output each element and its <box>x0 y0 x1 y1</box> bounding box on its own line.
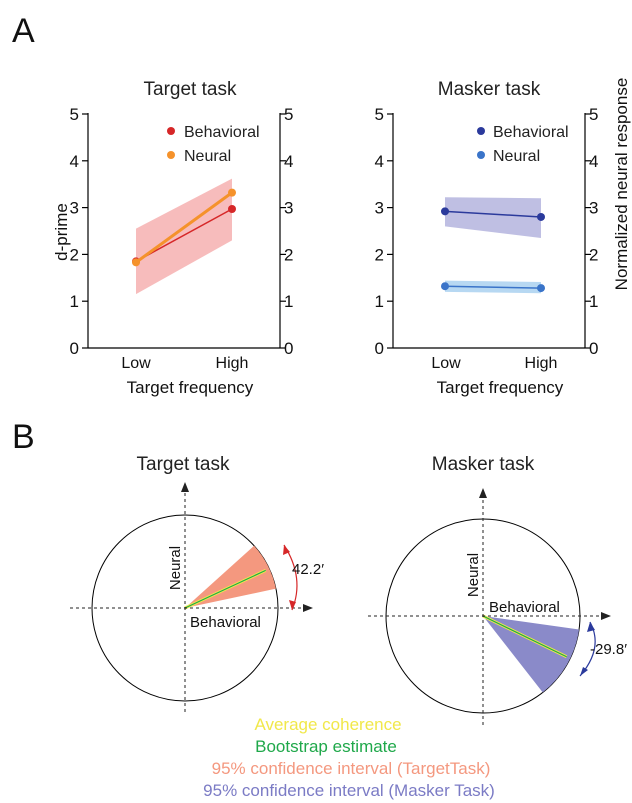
data-point <box>228 188 236 197</box>
legend-ci-target: 95% confidence interval (TargetTask) <box>212 759 491 778</box>
y-tick-label: 0 <box>589 339 598 358</box>
plot-area <box>441 197 545 294</box>
y-tick-label: 1 <box>284 292 293 311</box>
panel-b-legend: Average coherence Bootstrap estimate 95%… <box>203 715 495 800</box>
unit-circle <box>91 514 279 702</box>
data-point <box>537 284 545 293</box>
series-line <box>135 208 233 263</box>
bootstrap-estimate-line <box>482 615 567 658</box>
y-tick-label: 5 <box>284 105 293 124</box>
legend-marker-behavioral <box>477 127 485 135</box>
confidence-band <box>136 178 232 295</box>
y-axis-label-right: Normalized neural response <box>612 78 631 291</box>
x-axis-arrowhead <box>601 612 611 620</box>
y-ticks-left: 0 1 2 3 4 5 <box>375 105 393 358</box>
y-tick-label: 0 <box>375 339 384 358</box>
y-tick-label: 0 <box>284 339 293 358</box>
legend-label: Behavioral <box>184 124 260 141</box>
y-ticks-right: 0 1 2 3 4 5 <box>280 105 293 358</box>
x-tick-label: High <box>525 355 558 372</box>
legend: Behavioral Neural <box>167 124 260 165</box>
polar-title: Masker task <box>432 454 535 475</box>
y-axis-label: d-prime <box>52 203 71 261</box>
x-tick-label: High <box>216 355 249 372</box>
behavioral-axis-label: Behavioral <box>489 599 560 616</box>
arrowhead <box>580 667 588 676</box>
chart-title: Target task <box>144 79 237 100</box>
angle-label: -29.8′ <box>590 641 627 658</box>
panel-label-a: A <box>12 12 35 50</box>
neural-axis-label: Neural <box>167 546 184 590</box>
x-axis-label: Target frequency <box>437 378 564 397</box>
y-tick-label: 3 <box>589 199 598 218</box>
y-tick-label: 2 <box>375 245 384 264</box>
y-tick-label: 2 <box>70 245 79 264</box>
data-point <box>132 258 140 267</box>
y-tick-label: 3 <box>284 199 293 218</box>
data-point <box>441 282 449 291</box>
series-line <box>444 285 542 289</box>
legend: Behavioral Neural <box>477 124 569 165</box>
angle-label: 42.2′ <box>292 561 324 578</box>
y-tick-label: 5 <box>70 105 79 124</box>
y-tick-label: 5 <box>375 105 384 124</box>
polar-target-task: Target task Neural Behavioral 42.2′ <box>70 454 324 712</box>
y-tick-label: 2 <box>589 245 598 264</box>
chart-title: Masker task <box>438 79 541 100</box>
y-axis-arrowhead <box>479 488 487 498</box>
y-tick-label: 5 <box>589 105 598 124</box>
arrowhead <box>289 600 296 610</box>
legend-label: Behavioral <box>493 124 569 141</box>
y-ticks-left: 0 1 2 3 4 5 <box>70 105 88 358</box>
legend-marker-neural <box>477 151 485 159</box>
chart-masker-task: Masker task 0 1 2 3 4 5 0 1 2 3 4 5 Normalized neu… <box>375 78 631 397</box>
y-tick-label: 1 <box>375 292 384 311</box>
legend-label: Neural <box>493 148 540 165</box>
chart-target-task: Target task 0 1 2 3 4 5 0 1 2 3 4 5 d-prime Low Hi… <box>52 79 293 397</box>
y-tick-label: 3 <box>375 199 384 218</box>
x-axis-arrowhead <box>303 604 313 612</box>
y-tick-label: 4 <box>284 152 293 171</box>
confidence-wedge <box>483 616 580 693</box>
y-tick-label: 1 <box>589 292 598 311</box>
arrowhead <box>283 545 290 555</box>
y-tick-label: 2 <box>284 245 293 264</box>
polar-masker-task: Masker task Neural Behavioral -29.8′ <box>368 454 627 725</box>
legend-label: Neural <box>184 148 231 165</box>
legend-marker-behavioral <box>167 127 175 135</box>
legend-ci-masker: 95% confidence interval (Masker Task) <box>203 781 495 800</box>
data-point <box>537 212 545 221</box>
series-line <box>444 210 542 218</box>
legend-marker-neural <box>167 151 175 159</box>
polar-title: Target task <box>137 454 230 475</box>
y-tick-label: 0 <box>70 339 79 358</box>
legend-average-coherence: Average coherence <box>254 715 401 734</box>
series-line <box>135 191 233 264</box>
legend-bootstrap-estimate: Bootstrap estimate <box>255 737 397 756</box>
y-tick-label: 4 <box>375 152 384 171</box>
neural-axis-label: Neural <box>465 553 482 597</box>
behavioral-axis-label: Behavioral <box>190 614 261 631</box>
panel-label-b: B <box>12 418 35 456</box>
x-tick-label: Low <box>431 355 461 372</box>
y-ticks-right: 0 1 2 3 4 5 <box>585 105 598 358</box>
arrowhead <box>587 622 595 632</box>
confidence-band <box>445 197 541 239</box>
bootstrap-estimate-line <box>184 569 266 609</box>
y-axis-arrowhead <box>181 482 189 492</box>
x-axis-label: Target frequency <box>127 378 254 397</box>
x-tick-label: Low <box>121 355 151 372</box>
y-tick-label: 4 <box>70 152 79 171</box>
plot-area <box>132 178 236 295</box>
y-tick-label: 3 <box>70 199 79 218</box>
y-tick-label: 4 <box>589 152 598 171</box>
data-point <box>441 207 449 216</box>
y-tick-label: 1 <box>70 292 79 311</box>
confidence-wedge <box>185 545 276 608</box>
data-point <box>228 205 236 214</box>
